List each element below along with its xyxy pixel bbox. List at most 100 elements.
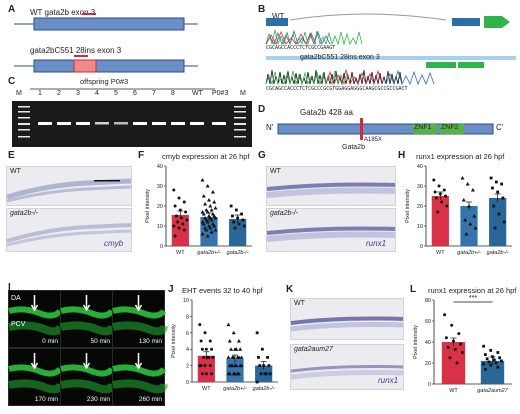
gel-lane-label: 2 <box>57 90 61 97</box>
gel-lane-label: WT <box>192 90 203 97</box>
data-point <box>432 178 436 182</box>
histology-g-wt <box>266 166 396 206</box>
chart-h: 0 10 20 30 40 Pixel intensity WT gata2b+/- gata2… <box>405 164 512 256</box>
data-point <box>463 218 468 222</box>
histology-k-mut <box>290 344 404 390</box>
mut-sequence: CGCAGCCACCCTCTCGCCCGCGTGGAGGAGGGCAAGCGCC… <box>266 86 408 92</box>
data-point <box>494 361 498 365</box>
wt-exon-label: WT gata2b exon 3 <box>30 8 96 17</box>
timelapse-time-label: 170 min <box>34 396 58 403</box>
wt-seq-label: WT <box>272 12 285 21</box>
data-point <box>230 363 235 368</box>
y-tick-label: 10 <box>417 224 423 230</box>
panel-label-d: D <box>258 104 266 115</box>
data-point <box>482 362 486 366</box>
timelapse-frame: 230 min <box>60 348 116 406</box>
g-wt-label: WT <box>270 168 281 175</box>
data-point <box>200 347 204 351</box>
scale-bar <box>94 180 120 182</box>
data-point <box>496 190 500 194</box>
data-point <box>450 323 454 327</box>
e-wt-label: WT <box>10 168 21 175</box>
data-point <box>234 363 239 368</box>
data-point <box>234 208 238 212</box>
y-tick-label: 10 <box>157 224 163 230</box>
data-point <box>180 216 184 220</box>
g-probe-label: runx1 <box>366 239 387 248</box>
znf1-label: ZNF1 <box>414 124 432 131</box>
data-point <box>442 188 446 192</box>
data-point <box>489 176 493 180</box>
data-point <box>205 184 210 188</box>
y-tick-label: 0 <box>428 382 431 388</box>
arrow-head-icon <box>82 362 91 370</box>
y-tick-label: 6 <box>186 331 189 337</box>
data-point <box>482 344 486 348</box>
data-point <box>499 359 503 363</box>
chart-j-title: EHT events 32 to 40 hpf <box>182 286 263 295</box>
data-point <box>210 372 214 376</box>
data-point <box>258 364 262 367</box>
data-point <box>268 372 272 376</box>
timelapse-frame: 260 min <box>112 348 168 406</box>
data-point <box>201 194 206 198</box>
chromatogram-panel <box>265 13 516 86</box>
panel-label-i: I <box>8 282 11 293</box>
chart-f: 0 10 20 30 40 Pixel intensity WT gata2b+/- gata2… <box>145 164 252 256</box>
data-point <box>440 200 444 204</box>
data-point <box>237 222 241 226</box>
dorsal-aorta-signal <box>60 364 115 377</box>
data-point <box>208 364 212 368</box>
data-point <box>211 355 215 359</box>
mutation-label: A185X <box>364 137 383 143</box>
data-point <box>227 371 232 376</box>
histology-k-wt <box>290 298 404 340</box>
gel-lane-label: 8 <box>171 90 175 97</box>
data-point <box>491 186 494 190</box>
data-point <box>173 204 177 208</box>
data-point <box>267 364 271 367</box>
y-tick-label: 40 <box>425 340 431 346</box>
data-point <box>231 355 236 359</box>
data-point <box>501 196 505 200</box>
k-wt-label: WT <box>294 300 305 307</box>
data-point <box>437 184 441 188</box>
panel-label-a: A <box>8 4 16 15</box>
data-point <box>236 371 241 376</box>
da-label: DA <box>11 295 21 302</box>
panel-label-g: G <box>258 150 266 161</box>
gel-lane-label: 1 <box>38 90 42 97</box>
timelapse-frame: 130 min <box>112 290 168 348</box>
data-point <box>492 204 496 208</box>
protein-name: Gata2b 428 aa <box>300 108 353 117</box>
timelapse-time-label: 260 min <box>138 396 162 403</box>
data-point <box>236 339 241 343</box>
data-point <box>231 330 236 335</box>
x-tick-label: gata2aum27 <box>477 388 509 394</box>
data-point <box>500 182 503 186</box>
data-point <box>212 224 217 228</box>
pcv-signal <box>112 321 168 336</box>
data-point <box>209 230 214 234</box>
data-point <box>173 234 177 238</box>
x-tick-label: gata2b+/- <box>197 250 221 256</box>
gel-lane-label: 3 <box>76 90 80 97</box>
data-point <box>209 218 214 222</box>
data-point <box>498 356 502 360</box>
data-point <box>262 364 266 367</box>
y-tick-label: 20 <box>425 361 431 367</box>
panel-label-c: C <box>8 76 16 87</box>
vessel-fluorescence <box>112 295 168 336</box>
data-point <box>448 356 452 360</box>
data-point <box>473 226 478 230</box>
g-mut-label: gata2b-/- <box>270 210 299 217</box>
wt-sequence: CGCAGCCACCCTCTCGCCGAAGT <box>266 45 336 51</box>
data-point <box>438 192 442 196</box>
data-point <box>213 228 218 232</box>
data-point <box>212 200 217 204</box>
data-point <box>198 323 202 327</box>
timelapse-frame: 0 min DA PCV <box>8 290 64 348</box>
data-point <box>184 210 188 214</box>
data-point <box>470 188 475 192</box>
data-point <box>236 216 240 220</box>
